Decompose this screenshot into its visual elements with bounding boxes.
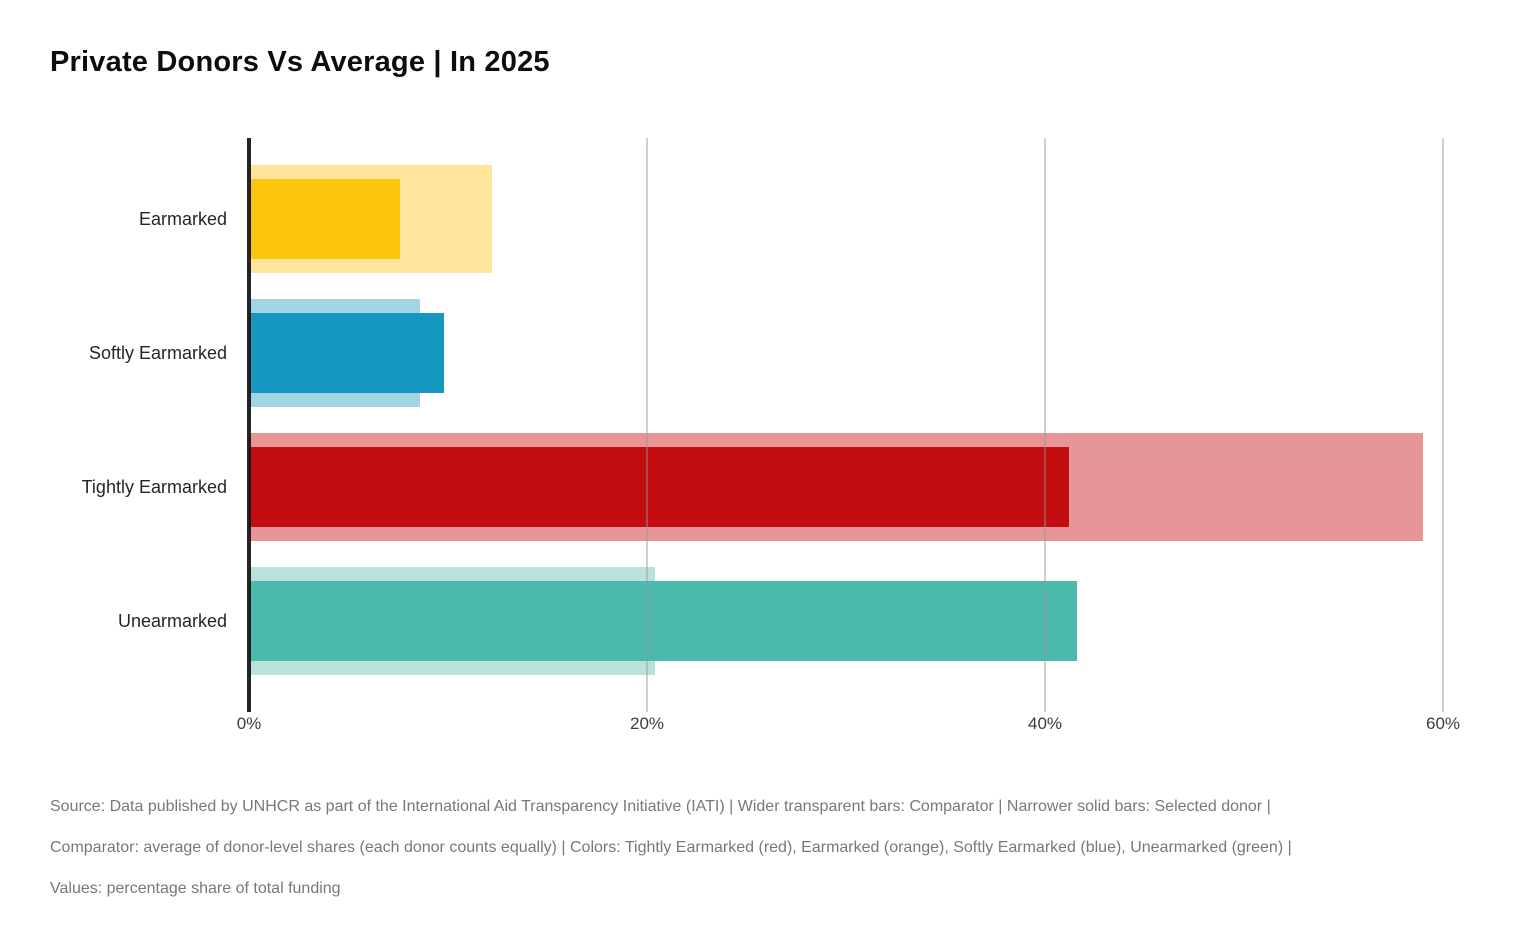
source-line-2: Comparator: average of donor-level share… xyxy=(50,839,1292,856)
category-label-tightly-earmarked: Tightly Earmarked xyxy=(81,476,227,497)
x-tick-label-20%: 20% xyxy=(629,714,665,733)
plot-area xyxy=(247,138,1515,712)
category-label-unearmarked: Unearmarked xyxy=(117,610,227,631)
chart-title: Private Donors Vs Average | In 2025 xyxy=(50,46,550,78)
selected-donor-bar-tightly-earmarked xyxy=(249,447,1069,527)
x-tick-label-60%: 60% xyxy=(1425,714,1461,733)
gridline-60% xyxy=(1442,138,1444,712)
selected-donor-bar-unearmarked xyxy=(249,581,1077,661)
y-axis-labels: Earmarked Softly Earmarked Tightly Earmark… xyxy=(0,138,227,700)
selected-donor-bar-softly-earmarked xyxy=(249,313,445,393)
x-axis-tick-labels: 0% 20% 40% 60% xyxy=(237,714,1515,744)
y-axis-line xyxy=(247,138,251,712)
source-note: Source: Data published by UNHCR as part … xyxy=(50,786,1500,909)
x-tick-label-40%: 40% xyxy=(1027,714,1063,733)
gridline-20% xyxy=(646,138,648,712)
source-line-3: Values: percentage share of total fundin… xyxy=(50,880,341,897)
source-line-1: Source: Data published by UNHCR as part … xyxy=(50,798,1271,815)
category-label-softly-earmarked: Softly Earmarked xyxy=(88,342,227,363)
gridline-40% xyxy=(1044,138,1046,712)
selected-donor-bar-earmarked xyxy=(249,179,401,259)
x-tick-label-0%: 0% xyxy=(236,714,262,733)
category-label-earmarked: Earmarked xyxy=(138,208,227,229)
